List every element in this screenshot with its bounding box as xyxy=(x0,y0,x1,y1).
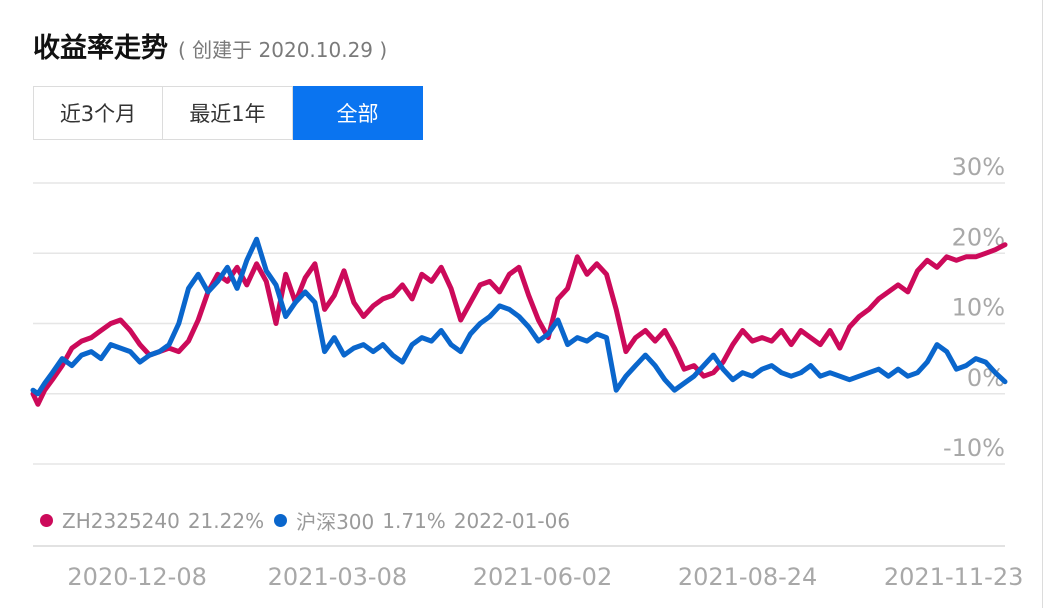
x-tick-label: 2021-08-24 xyxy=(678,563,817,591)
tab-all[interactable]: 全部 xyxy=(293,86,423,140)
legend-portfolio-value: 21.22% xyxy=(187,508,265,533)
series-line-benchmark xyxy=(30,236,1008,397)
chart-header: 收益率走势 ( 创建于 2020.10.29 ) xyxy=(33,26,387,65)
panel-divider xyxy=(1042,0,1043,608)
chart-title: 收益率走势 xyxy=(33,33,168,64)
time-range-tabs: 近3个月 最近1年 全部 xyxy=(33,86,423,140)
legend-item-portfolio: ZH2325240 21.22% xyxy=(40,509,264,533)
legend-date: 2022-01-06 xyxy=(453,508,571,533)
chart-legend: ZH2325240 21.22% 沪深300 1.71% 2022-01-06 xyxy=(40,506,580,535)
x-axis-ticks: 2020-12-08 2021-03-08 2021-06-02 2021-08-24… xyxy=(67,563,1023,591)
x-tick-label: 2021-06-02 xyxy=(473,563,612,591)
y-axis-ticks: 30%20%10%0%-10% xyxy=(943,153,1005,462)
benchmark-dot-icon xyxy=(274,514,288,527)
y-tick-label: 30% xyxy=(952,153,1005,181)
x-tick-label: 2021-11-23 xyxy=(884,563,1023,591)
series-line-portfolio xyxy=(30,242,1008,407)
x-tick-label: 2021-03-08 xyxy=(268,563,407,591)
grid-lines xyxy=(33,182,1005,465)
x-tick-label: 2020-12-08 xyxy=(67,563,206,591)
legend-item-benchmark: 沪深300 1.71% 2022-01-06 xyxy=(274,506,570,535)
legend-portfolio-name: ZH2325240 xyxy=(62,508,180,533)
tab-3-months[interactable]: 近3个月 xyxy=(33,86,163,140)
series-lines xyxy=(30,236,1008,407)
portfolio-dot-icon xyxy=(40,514,53,527)
y-tick-label: -10% xyxy=(943,434,1005,462)
y-tick-label: 10% xyxy=(952,294,1005,322)
legend-benchmark-value: 1.71% xyxy=(382,508,446,533)
legend-benchmark-name: 沪深300 xyxy=(296,510,375,534)
created-date-subtitle: ( 创建于 2020.10.29 ) xyxy=(178,38,388,62)
tab-1-year[interactable]: 最近1年 xyxy=(163,86,293,140)
